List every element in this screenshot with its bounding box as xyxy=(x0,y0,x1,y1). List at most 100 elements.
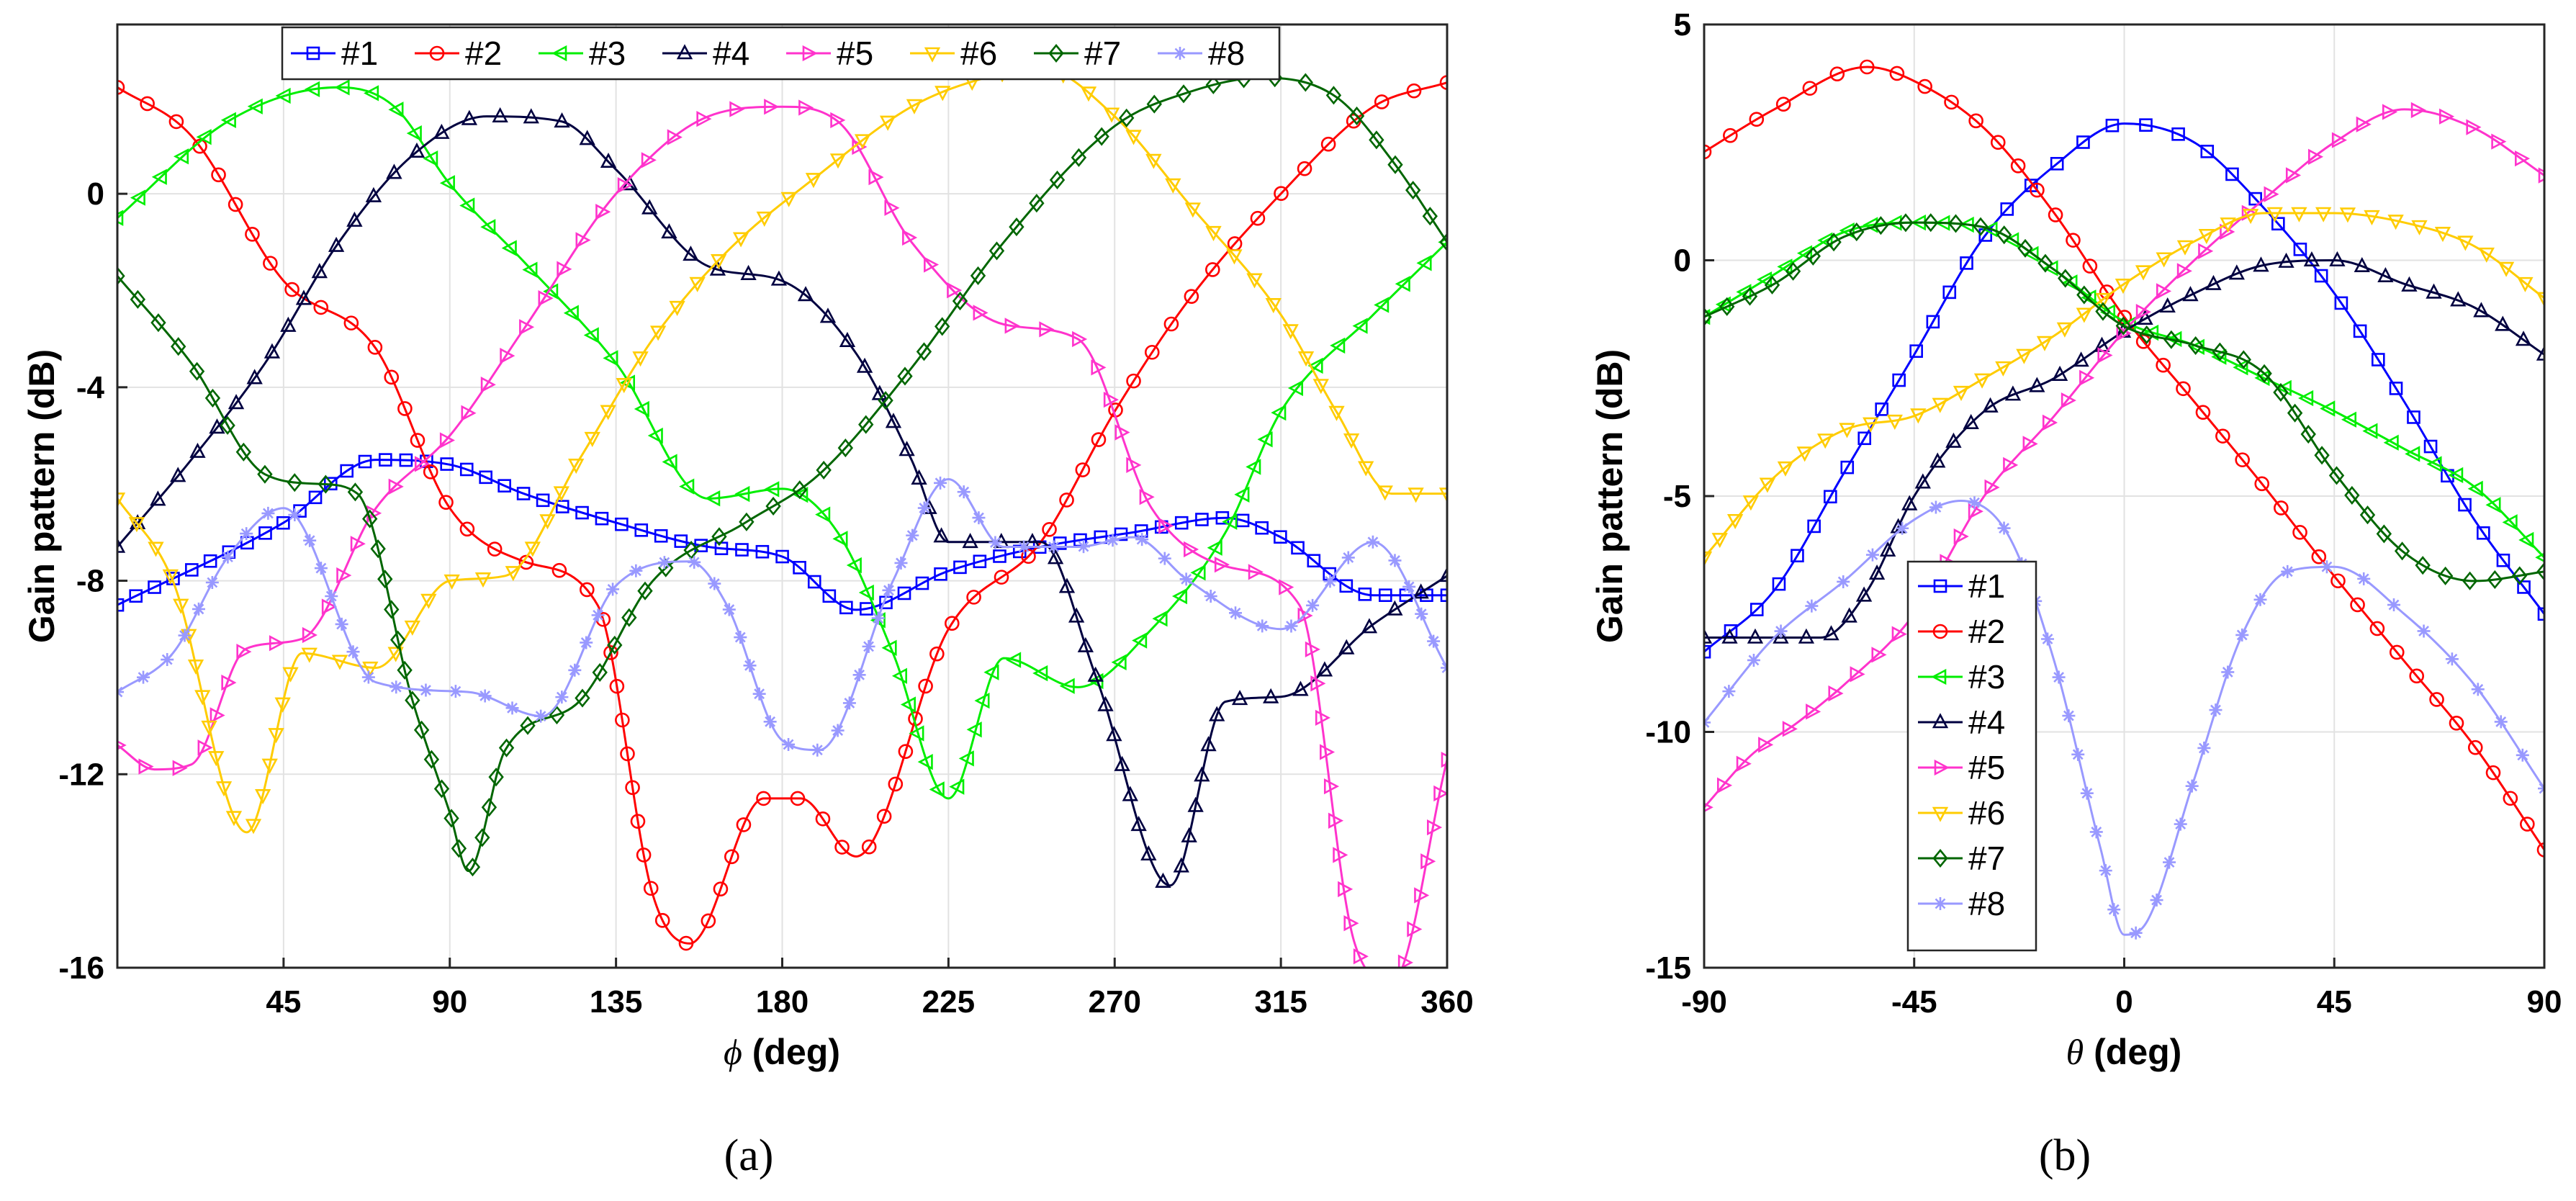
b-legend-label-6: #6 xyxy=(1968,794,2005,832)
a-ytick-label-4: -16 xyxy=(58,950,104,986)
b-series-8-marker-33 xyxy=(2357,572,2371,585)
a-series-8-marker-24 xyxy=(580,636,593,649)
a-series-3-marker-46 xyxy=(974,692,990,709)
a-legend-label-5: #5 xyxy=(837,35,873,72)
a-xtick-label-0: 45 xyxy=(266,984,301,1020)
a-series-7-marker-41 xyxy=(792,480,808,500)
a-series-8-marker-63 xyxy=(1323,575,1337,588)
b-series-5-marker-33 xyxy=(2356,116,2372,132)
b-series-7-marker-22 xyxy=(2187,336,2204,356)
a-series-7-marker-48 xyxy=(935,317,950,336)
b-series-7-marker-29 xyxy=(2314,446,2330,465)
a-series-1-marker-43 xyxy=(915,576,929,590)
a-series-3-marker-18 xyxy=(522,261,538,278)
b-series-2-marker-40 xyxy=(2536,842,2544,858)
a-series-3-marker-21 xyxy=(583,327,599,343)
b-series-2-marker-3 xyxy=(1775,96,1791,112)
a-series-8 xyxy=(117,476,1447,757)
b-series-3-marker-30 xyxy=(2341,411,2357,428)
b-series-4-marker-20 xyxy=(2073,351,2089,367)
a-series-6-marker-46 xyxy=(906,99,923,114)
a-series-7-marker-60 xyxy=(1205,75,1221,94)
a-series-6-marker-57 xyxy=(1184,202,1202,218)
a-legend-item-5: #5 xyxy=(786,35,873,72)
chart-b-ticks: -90 -45 0 45 90 5 0 -5 -10 -15 xyxy=(1645,7,2562,1020)
a-series-5-marker-56 xyxy=(1320,744,1336,760)
b-series-2 xyxy=(1704,59,2544,858)
b-series-5-marker-6 xyxy=(1828,685,1844,702)
a-series-2-marker-47 xyxy=(929,646,945,662)
a-series-7-marker-69 xyxy=(1422,207,1438,226)
a-series-5-marker-17 xyxy=(480,377,496,393)
a-series-7-marker-0 xyxy=(117,266,125,286)
b-series-1-marker-40 xyxy=(2537,607,2544,621)
a-series-1-marker-1 xyxy=(129,589,143,603)
a-series-6-marker-40 xyxy=(756,211,773,227)
b-series-4-marker-15 xyxy=(1963,413,1979,429)
a-series-4-marker-23 xyxy=(600,152,617,168)
a-series-4-marker-69 xyxy=(1413,583,1429,599)
b-series-7-marker-25 xyxy=(2256,364,2272,383)
a-series-5 xyxy=(117,99,1447,988)
b-series-6-marker-12 xyxy=(1932,397,1948,413)
a-series-8-marker-43 xyxy=(882,583,896,597)
a-series-8-marker-55 xyxy=(1135,533,1149,546)
a-series-3-marker-33 xyxy=(832,531,848,547)
a-series-4-marker-48 xyxy=(1087,666,1104,682)
b-series-4-marker-29 xyxy=(2278,252,2294,268)
a-series-6-marker-53 xyxy=(1103,107,1120,123)
a-series-5-marker-63 xyxy=(1377,975,1389,988)
b-series-5-marker-22 xyxy=(2116,325,2132,341)
b-legend-box xyxy=(1906,560,2037,952)
b-series-6-marker-21 xyxy=(2115,279,2132,294)
b-series-4-marker-32 xyxy=(2354,256,2370,273)
b-series-2-marker-39 xyxy=(2520,817,2535,832)
b-series-line-7 xyxy=(1704,221,2544,582)
a-series-1-marker-53 xyxy=(1114,527,1128,541)
a-series-3-marker-13 xyxy=(423,150,438,167)
a-series-2-marker-58 xyxy=(1144,344,1160,360)
a-series-4-marker-50 xyxy=(1106,726,1122,742)
b-series-5-marker-15 xyxy=(1984,479,2000,496)
a-legend-item-2: #2 xyxy=(415,35,502,72)
a-series-1-marker-29 xyxy=(654,528,668,543)
b-series-2-marker-28 xyxy=(2311,549,2327,564)
a-series-8-marker-16 xyxy=(389,680,403,694)
a-series-7-marker-10 xyxy=(318,474,334,494)
b-series-7 xyxy=(1704,213,2544,590)
b-legend-label-8: #8 xyxy=(1968,885,2005,922)
b-series-1-marker-2 xyxy=(1749,603,1764,616)
a-series-8-marker-54 xyxy=(1106,534,1120,547)
b-series-8-marker-8 xyxy=(1929,500,1942,514)
a-series-3-marker-4 xyxy=(196,129,212,145)
b-series-1-marker-38 xyxy=(2496,553,2510,567)
a-series-4-marker-17 xyxy=(433,123,450,139)
b-series-6-marker-0 xyxy=(1704,551,1713,567)
a-series-3-marker-27 xyxy=(679,478,695,495)
a-series-8-marker-37 xyxy=(811,743,824,757)
b-series-2-marker-33 xyxy=(2409,668,2425,684)
b-series-6-marker-26 xyxy=(2220,217,2236,233)
a-series-7-marker-11 xyxy=(347,482,364,502)
b-series-3-marker-38 xyxy=(2502,514,2518,531)
a-series-2-marker-20 xyxy=(551,562,567,578)
a-legend-label-4: #4 xyxy=(713,35,749,72)
a-series-8-marker-6 xyxy=(221,550,235,564)
a-series-1-marker-57 xyxy=(1195,513,1209,526)
b-series-8-marker-25 xyxy=(2185,779,2199,793)
a-series-8-marker-49 xyxy=(972,511,986,525)
a-series-4-marker-10 xyxy=(295,289,312,305)
b-series-5-marker-1 xyxy=(1716,777,1733,793)
b-series-1-marker-31 xyxy=(2371,353,2385,366)
a-legend-label-3: #3 xyxy=(589,35,626,72)
a-series-8-marker-33 xyxy=(743,659,757,673)
a-series-6-marker-56 xyxy=(1165,178,1181,194)
a-series-1-marker-36 xyxy=(793,561,806,575)
a-series-5-marker-10 xyxy=(336,567,352,584)
b-series-3-marker-36 xyxy=(2467,480,2483,497)
a-series-1-marker-19 xyxy=(459,462,474,477)
a-series-4-marker-20 xyxy=(523,108,539,124)
a-series-4-marker-47 xyxy=(1077,637,1094,652)
a-series-4-marker-28 xyxy=(709,260,726,276)
b-series-7-marker-3 xyxy=(1764,275,1780,294)
